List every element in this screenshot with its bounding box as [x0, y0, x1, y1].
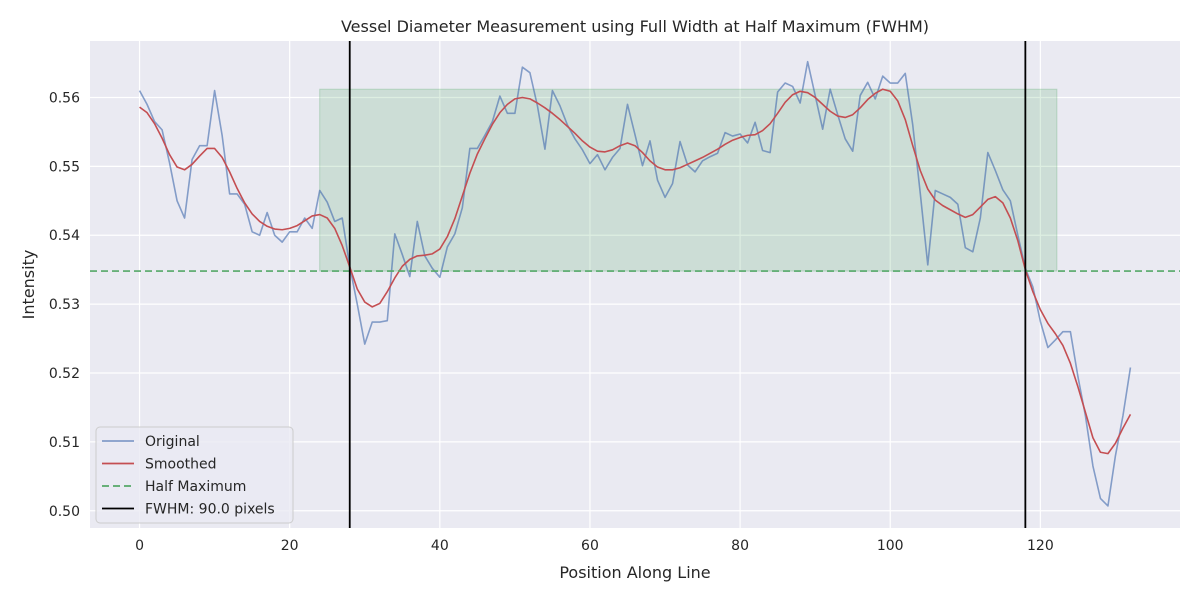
x-tick-label: 60: [581, 538, 599, 554]
y-tick-label: 0.53: [49, 297, 80, 313]
y-tick-label: 0.56: [49, 90, 80, 106]
x-tick-label: 0: [135, 538, 144, 554]
legend-label: Original: [145, 434, 200, 450]
legend: Original Smoothed Half Maximum FWHM: 90.0 p…: [95, 426, 294, 524]
x-tick-labels: 0 20 40 60 80 100 120: [135, 538, 1054, 554]
original-series-line: [138, 60, 1132, 507]
gridlines: [90, 41, 1180, 528]
y-axis-label: Intensity: [19, 250, 38, 320]
y-tick-labels: 0.50 0.51 0.52 0.53 0.54 0.55 0.56: [49, 90, 80, 519]
y-tick-label: 0.52: [49, 366, 80, 382]
x-tick-label: 100: [877, 538, 904, 554]
y-tick-label: 0.55: [49, 159, 80, 175]
y-tick-label: 0.50: [49, 504, 80, 520]
x-tick-label: 40: [431, 538, 449, 554]
y-tick-label: 0.51: [49, 435, 80, 451]
fwhm-region-rect: [319, 88, 1058, 272]
legend-box: [95, 426, 294, 524]
smoothed-series-line: [139, 88, 1132, 455]
x-tick-label: 120: [1027, 538, 1054, 554]
x-axis-label: Position Along Line: [559, 563, 710, 582]
chart-title: Vessel Diameter Measurement using Full W…: [341, 17, 929, 36]
fwhm-shaded-region: [319, 88, 1058, 272]
series-group: [90, 41, 1180, 528]
x-tick-label: 20: [281, 538, 299, 554]
x-tick-label: 80: [731, 538, 749, 554]
y-tick-label: 0.54: [49, 228, 80, 244]
legend-label: Half Maximum: [145, 479, 246, 495]
legend-label: FWHM: 90.0 pixels: [145, 502, 275, 518]
legend-label: Smoothed: [145, 457, 217, 473]
